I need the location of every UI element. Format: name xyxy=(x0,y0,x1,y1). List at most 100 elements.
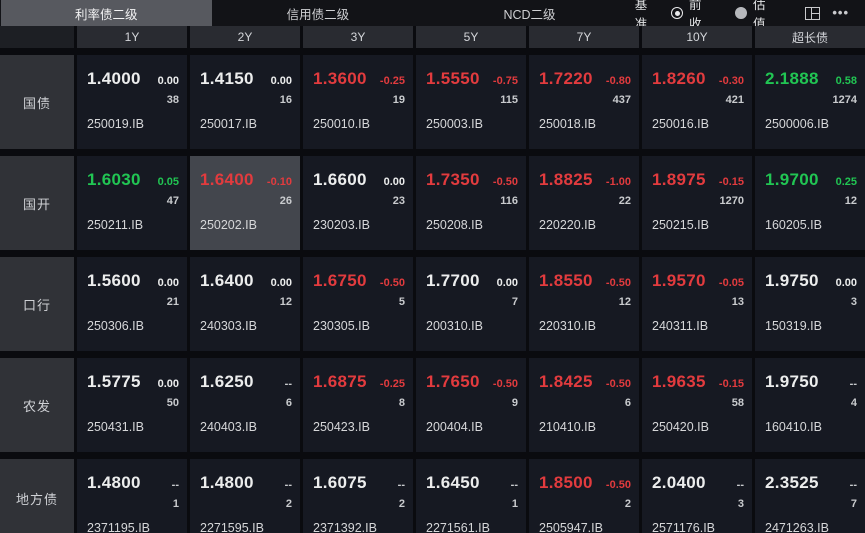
layout-panels-icon[interactable] xyxy=(799,0,826,26)
bond-code: 250018.IB xyxy=(539,117,596,131)
bond-cell[interactable]: 1.7650 -0.50 9 200404.IB xyxy=(416,358,526,452)
yield-value: 1.5550 xyxy=(426,69,480,88)
cell-line-yield: 1.6450 -- xyxy=(426,473,518,493)
bond-cell[interactable]: 1.6400 -0.10 26 250202.IB xyxy=(190,156,300,250)
bond-cell[interactable]: 2.3525 -- 7 2471263.IB xyxy=(755,459,865,533)
tab-ncd[interactable]: NCD二级 xyxy=(503,7,556,22)
column-header-1: 1Y xyxy=(77,26,187,48)
row-label: 国债 xyxy=(0,55,74,149)
bond-cell[interactable]: 1.4150 0.00 16 250017.IB xyxy=(190,55,300,149)
cell-line-count: 1270 xyxy=(652,191,744,209)
bond-cell[interactable]: 1.8825 -1.00 22 220220.IB xyxy=(529,156,639,250)
bond-code: 220220.IB xyxy=(539,218,596,232)
cell-line-code: 2471263.IB xyxy=(765,519,857,533)
bond-code: 250003.IB xyxy=(426,117,483,131)
cell-line-code: 150319.IB xyxy=(765,317,857,335)
trade-count: 12 xyxy=(618,296,631,308)
bond-cell[interactable]: 1.4000 0.00 38 250019.IB xyxy=(77,55,187,149)
bond-cell[interactable]: 1.8500 -0.50 2 2505947.IB xyxy=(529,459,639,533)
bond-cell[interactable]: 1.6875 -0.25 8 250423.IB xyxy=(303,358,413,452)
bond-cell[interactable]: 1.9700 0.25 12 160205.IB xyxy=(755,156,865,250)
bond-cell[interactable]: 1.6600 0.00 23 230203.IB xyxy=(303,156,413,250)
yield-value: 1.6450 xyxy=(426,473,480,492)
cell-line-code: 220220.IB xyxy=(539,216,631,234)
bond-code: 230203.IB xyxy=(313,218,370,232)
cell-line-code: 200310.IB xyxy=(426,317,518,335)
bond-cell[interactable]: 1.5550 -0.75 115 250003.IB xyxy=(416,55,526,149)
bond-code: 250017.IB xyxy=(200,117,257,131)
cell-line-count: 12 xyxy=(765,191,857,209)
yield-value: 2.1888 xyxy=(765,69,819,88)
bond-code: 2571176.IB xyxy=(652,521,716,533)
cell-line-yield: 1.4000 0.00 xyxy=(87,69,179,89)
bond-cell[interactable]: 1.6075 -- 2 2371392.IB xyxy=(303,459,413,533)
cell-line-code: 250208.IB xyxy=(426,216,518,234)
bond-cell[interactable]: 1.4800 -- 1 2371195.IB xyxy=(77,459,187,533)
change-value: -- xyxy=(510,479,518,491)
cell-line-code: 2571176.IB xyxy=(652,519,744,533)
yield-value: 1.8825 xyxy=(539,170,593,189)
cell-line-yield: 1.5600 0.00 xyxy=(87,271,179,291)
bond-code: 250306.IB xyxy=(87,319,144,333)
more-menu-icon[interactable]: ••• xyxy=(826,0,855,26)
bond-code: 2500006.IB xyxy=(765,117,829,131)
bond-code: 160205.IB xyxy=(765,218,822,232)
bond-cell[interactable]: 1.8260 -0.30 421 250016.IB xyxy=(642,55,752,149)
cell-line-count: 5 xyxy=(313,292,405,310)
bond-cell[interactable]: 2.0400 -- 3 2571176.IB xyxy=(642,459,752,533)
yield-value: 1.8500 xyxy=(539,473,593,492)
bond-cell[interactable]: 1.9750 -- 4 160410.IB xyxy=(755,358,865,452)
cell-line-count: 22 xyxy=(539,191,631,209)
trade-count: 12 xyxy=(279,296,292,308)
bond-quote-grid: 1Y 2Y 3Y 5Y 7Y 10Y 超长债 国债 1.4000 0.00 38 250019.IB 1… xyxy=(0,26,865,533)
cell-line-count: 115 xyxy=(426,90,518,108)
bond-cell[interactable]: 1.6250 -- 6 240403.IB xyxy=(190,358,300,452)
cell-line-yield: 1.4800 -- xyxy=(87,473,179,493)
cell-line-code: 250018.IB xyxy=(539,115,631,133)
change-value: -0.15 xyxy=(718,378,744,390)
ellipsis-glyph: ••• xyxy=(832,5,849,20)
change-value: -- xyxy=(284,378,292,390)
cell-line-count: 21 xyxy=(87,292,179,310)
top-tab-bar: 利率债二级 信用债二级 NCD二级 基准 前收 估值 ••• xyxy=(0,0,865,31)
yield-value: 1.6075 xyxy=(313,473,367,492)
bond-cell[interactable]: 1.6400 0.00 12 240303.IB xyxy=(190,257,300,351)
bond-cell[interactable]: 1.9635 -0.15 58 250420.IB xyxy=(642,358,752,452)
bond-cell[interactable]: 1.8425 -0.50 6 210410.IB xyxy=(529,358,639,452)
bond-cell[interactable]: 1.7700 0.00 7 200310.IB xyxy=(416,257,526,351)
bond-cell[interactable]: 1.8975 -0.15 1270 250215.IB xyxy=(642,156,752,250)
bond-cell[interactable]: 1.6030 0.05 47 250211.IB xyxy=(77,156,187,250)
trade-count: 23 xyxy=(392,195,405,207)
bond-cell[interactable]: 1.8550 -0.50 12 220310.IB xyxy=(529,257,639,351)
bond-cell[interactable]: 1.4800 -- 2 2271595.IB xyxy=(190,459,300,533)
yield-value: 1.7220 xyxy=(539,69,593,88)
cell-line-code: 240403.IB xyxy=(200,418,292,436)
bond-cell[interactable]: 1.6450 -- 1 2271561.IB xyxy=(416,459,526,533)
bond-cell[interactable]: 1.5775 0.00 50 250431.IB xyxy=(77,358,187,452)
bond-cell[interactable]: 1.7220 -0.80 437 250018.IB xyxy=(529,55,639,149)
cell-line-count: 38 xyxy=(87,90,179,108)
bond-cell[interactable]: 1.9750 0.00 3 150319.IB xyxy=(755,257,865,351)
bond-code: 2271561.IB xyxy=(426,521,490,533)
bond-cell[interactable]: 1.7350 -0.50 116 250208.IB xyxy=(416,156,526,250)
cell-line-yield: 1.8425 -0.50 xyxy=(539,372,631,392)
bond-code: 250019.IB xyxy=(87,117,144,131)
column-header-2: 2Y xyxy=(190,26,300,48)
cell-line-code: 210410.IB xyxy=(539,418,631,436)
column-header-3: 3Y xyxy=(303,26,413,48)
yield-value: 1.5775 xyxy=(87,372,141,391)
cell-line-code: 230305.IB xyxy=(313,317,405,335)
bond-cell[interactable]: 1.3600 -0.25 19 250010.IB xyxy=(303,55,413,149)
bond-cell[interactable]: 1.9570 -0.05 13 240311.IB xyxy=(642,257,752,351)
bond-cell[interactable]: 1.6750 -0.50 5 230305.IB xyxy=(303,257,413,351)
cell-line-count: 116 xyxy=(426,191,518,209)
bond-cell[interactable]: 2.1888 0.58 1274 2500006.IB xyxy=(755,55,865,149)
cell-line-yield: 1.7350 -0.50 xyxy=(426,170,518,190)
cell-line-count: 6 xyxy=(200,393,292,411)
tab-credit-bonds[interactable]: 信用债二级 xyxy=(286,7,350,22)
tab-interest-rate-bonds[interactable]: 利率债二级 xyxy=(1,0,212,26)
bond-cell[interactable]: 1.5600 0.00 21 250306.IB xyxy=(77,257,187,351)
yield-value: 1.7700 xyxy=(426,271,480,290)
cell-line-yield: 1.6030 0.05 xyxy=(87,170,179,190)
cell-line-count: 3 xyxy=(765,292,857,310)
